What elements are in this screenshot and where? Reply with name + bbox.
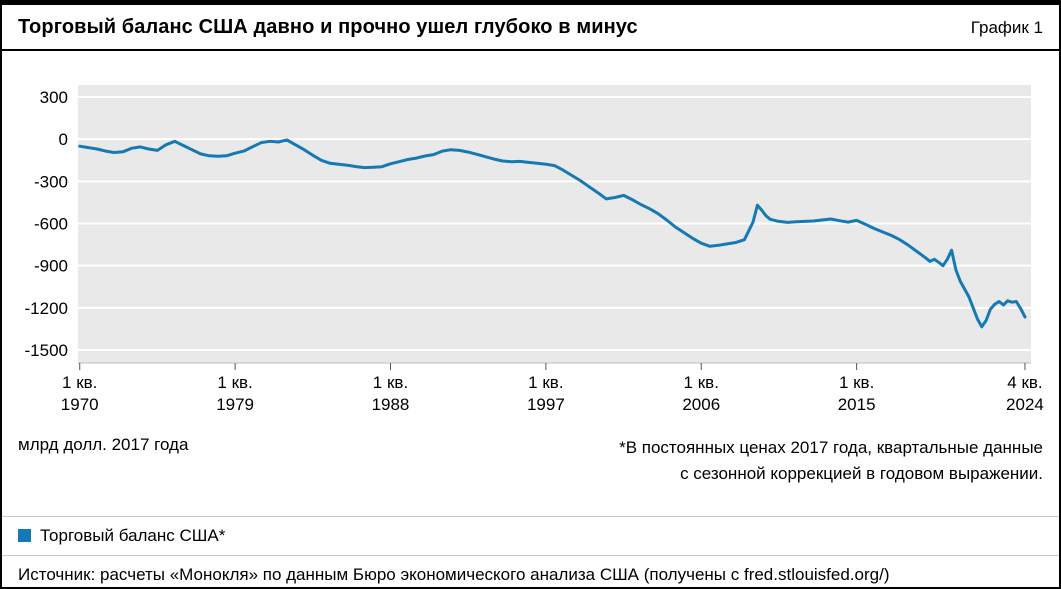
x-axis-tick-label: 1 кв.: [684, 373, 719, 392]
page-title: Торговый баланс США давно и прочно ушел …: [18, 16, 638, 38]
chart-section: 300 0 -300 -600 -900 -1200 -1500 1 кв. 1970 1 кв.…: [2, 51, 1059, 413]
x-axis-tick-label: 1 кв.: [839, 373, 874, 392]
x-axis-tick-label: 2015: [838, 395, 876, 413]
chart-meta-row: млрд долл. 2017 года *В постоянных ценах…: [2, 413, 1059, 488]
x-axis-tick-label: 4 кв.: [1007, 373, 1042, 392]
footnote-line-2: с сезонной коррекцией в годовом выражени…: [680, 464, 1043, 484]
x-axis-tick-label: 1 кв.: [62, 373, 97, 392]
footnote-line-1: *В постоянных ценах 2017 года, квартальн…: [619, 438, 1043, 457]
legend-swatch-icon: [18, 529, 31, 543]
header: Торговый баланс США давно и прочно ушел …: [2, 5, 1059, 51]
y-axis-tick-label: 300: [40, 88, 68, 107]
x-axis-tick-label: 2006: [682, 395, 720, 413]
x-axis-tick-label: 1979: [216, 395, 254, 413]
y-axis-tick-label: -1200: [25, 299, 68, 318]
y-axis-tick-label: -600: [34, 215, 68, 234]
x-axis-tick-label: 2024: [1006, 395, 1044, 413]
chart-footnote: *В постоянных ценах 2017 года, квартальн…: [619, 435, 1043, 488]
y-axis-tick-label: 0: [59, 130, 68, 149]
legend-label: Торговый баланс США*: [40, 525, 226, 545]
y-axis-tick-label: -900: [34, 257, 68, 276]
x-axis-tick-label: 1 кв.: [528, 373, 563, 392]
legend: Торговый баланс США*: [2, 517, 1059, 555]
chart-svg: 300 0 -300 -600 -900 -1200 -1500 1 кв. 1970 1 кв.…: [25, 85, 1044, 413]
source-line: Источник: расчеты «Монокля» по данным Бю…: [18, 564, 890, 584]
x-axis-tick-label: 1 кв.: [373, 373, 408, 392]
y-axis-tick-label: -300: [34, 172, 68, 191]
x-axis-tick-label: 1970: [61, 395, 99, 413]
x-axis-tick-label: 1988: [372, 395, 410, 413]
divider-bottom: [2, 554, 1059, 556]
y-axis-unit-label: млрд долл. 2017 года: [18, 435, 189, 454]
divider-top: [2, 515, 1059, 517]
y-axis-tick-label: -1500: [25, 341, 68, 360]
figure-number: График 1: [970, 17, 1043, 37]
x-axis-tick-label: 1997: [527, 395, 565, 413]
x-axis-tick-label: 1 кв.: [217, 373, 252, 392]
trade-balance-line: [78, 138, 1027, 329]
